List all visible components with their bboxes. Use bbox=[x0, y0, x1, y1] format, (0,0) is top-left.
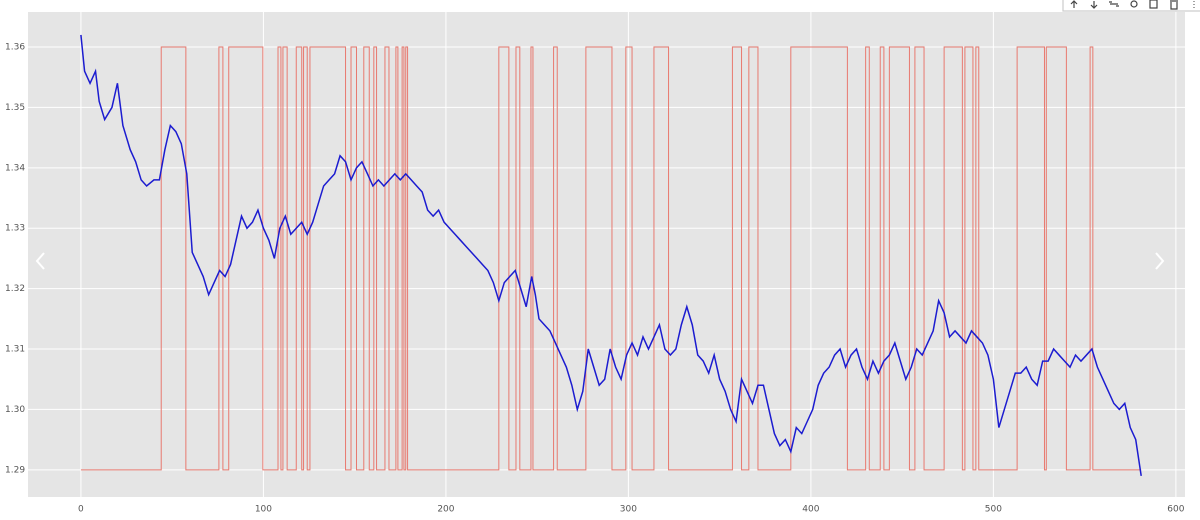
plot-area bbox=[28, 12, 1185, 497]
series-line bbox=[80, 46, 1142, 471]
next-chevron[interactable] bbox=[1155, 252, 1165, 270]
move-down-icon[interactable] bbox=[1090, 1, 1098, 9]
y-tick-label: 1.31 bbox=[5, 345, 25, 355]
move-up-icon[interactable] bbox=[1070, 0, 1078, 8]
x-tick-label: 100 bbox=[255, 505, 272, 515]
y-tick-label: 1.35 bbox=[5, 103, 25, 113]
x-tick-label: 300 bbox=[620, 505, 637, 515]
y-tick-label: 1.30 bbox=[5, 405, 25, 415]
y-tick-label: 1.33 bbox=[5, 224, 25, 234]
toolbar bbox=[1062, 0, 1200, 12]
x-tick-label: 500 bbox=[985, 505, 1002, 515]
settings-icon[interactable] bbox=[1130, 0, 1138, 8]
y-tick-label: 1.34 bbox=[5, 163, 25, 173]
prev-chevron[interactable] bbox=[35, 252, 45, 270]
delete-icon[interactable] bbox=[1170, 0, 1178, 10]
x-tick-label: 600 bbox=[1167, 505, 1184, 515]
y-tick-label: 1.32 bbox=[5, 284, 25, 294]
image-icon[interactable] bbox=[1149, 0, 1158, 9]
y-tick-label: 1.29 bbox=[5, 465, 25, 475]
x-tick-label: 0 bbox=[78, 505, 84, 515]
y-tick-label: 1.36 bbox=[5, 43, 25, 53]
series-line bbox=[80, 34, 1142, 476]
x-tick-label: 400 bbox=[802, 505, 819, 515]
x-tick-label: 200 bbox=[437, 505, 454, 515]
link-icon[interactable] bbox=[1109, 1, 1119, 7]
